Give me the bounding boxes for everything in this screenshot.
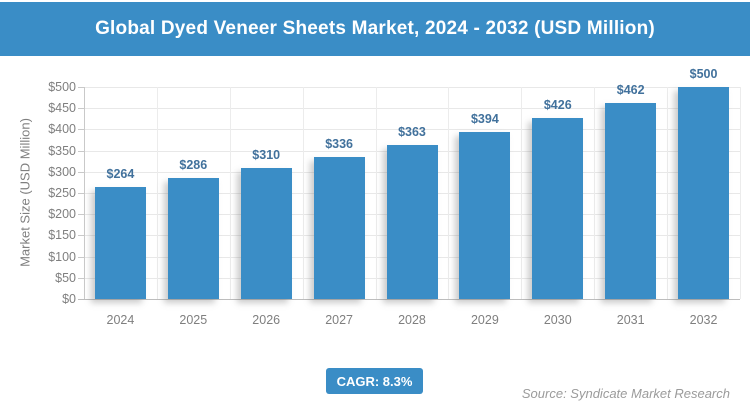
x-tick-label: 2032: [689, 313, 718, 327]
x-tick-label: 2024: [106, 313, 135, 327]
y-tick-label: $200: [48, 207, 76, 222]
bar: [678, 87, 730, 299]
gridline-horizontal: [84, 129, 740, 131]
chart-title: Global Dyed Veneer Sheets Market, 2024 -…: [95, 18, 655, 39]
gridline-vertical: [667, 87, 669, 299]
y-tick-mark: [78, 87, 84, 88]
chart-header-band: Global Dyed Veneer Sheets Market, 2024 -…: [0, 2, 750, 56]
y-tick-mark: [78, 108, 84, 110]
y-tick-label: $500: [48, 80, 76, 94]
x-tick-label: 2029: [470, 313, 499, 327]
y-tick-mark: [78, 193, 84, 194]
x-tick-label: 2026: [252, 313, 281, 327]
y-tick-label: $0: [62, 292, 76, 306]
x-tick-label: 2027: [325, 313, 353, 327]
y-tick-label: $450: [48, 101, 76, 116]
gridline-vertical: [448, 87, 450, 299]
source-text: Source: Syndicate Market Research: [521, 386, 730, 401]
bar: [459, 131, 511, 299]
gridline-vertical: [740, 87, 741, 299]
x-tick-label: 2025: [179, 313, 208, 327]
cagr-badge: CAGR: 8.3%: [326, 368, 423, 394]
bar-value-label: $394: [470, 111, 499, 126]
gridline-horizontal: [84, 87, 740, 88]
y-tick-mark: [78, 214, 84, 216]
bar: [386, 145, 438, 299]
y-axis-line: [84, 87, 85, 299]
y-tick-mark: [78, 171, 84, 173]
bar: [313, 156, 365, 299]
bar-value-label: $336: [325, 136, 353, 151]
bar-value-label: $264: [106, 167, 135, 182]
y-tick-label: $400: [48, 122, 76, 137]
x-tick-label: 2031: [616, 313, 645, 327]
cagr-label: CAGR: 8.3%: [336, 373, 413, 389]
gridline-vertical: [229, 87, 231, 299]
bar-value-label: $363: [398, 125, 426, 140]
bar-value-label: $426: [543, 98, 572, 113]
y-tick-label: $300: [48, 164, 76, 179]
bar: [532, 118, 584, 299]
y-tick-mark: [78, 256, 84, 258]
gridline-vertical: [594, 87, 596, 299]
bar-value-label: $462: [616, 83, 645, 98]
y-tick-label: $250: [48, 186, 76, 200]
gridline-horizontal: [84, 108, 740, 110]
y-tick-label: $150: [48, 228, 76, 243]
bar: [94, 187, 146, 299]
y-tick-mark: [78, 235, 84, 237]
bar: [605, 103, 657, 299]
y-tick-label: $350: [48, 143, 76, 158]
y-tick-mark: [78, 277, 84, 279]
gridline-vertical: [375, 87, 377, 299]
bar: [240, 167, 292, 299]
x-tick-label: 2030: [543, 313, 572, 327]
y-tick-label: $100: [48, 249, 76, 264]
y-tick-mark: [78, 150, 84, 152]
gridline-vertical: [302, 87, 304, 299]
bar-value-label: $286: [179, 157, 208, 172]
y-tick-mark: [78, 129, 84, 131]
bar: [167, 177, 219, 299]
y-tick-label: $50: [55, 270, 76, 285]
x-axis-line: [78, 299, 740, 300]
x-tick-label: 2028: [398, 313, 426, 327]
gridline-vertical: [521, 87, 523, 299]
gridline-vertical: [156, 87, 158, 299]
bar-value-label: $500: [689, 67, 718, 81]
bar-value-label: $310: [252, 147, 281, 162]
